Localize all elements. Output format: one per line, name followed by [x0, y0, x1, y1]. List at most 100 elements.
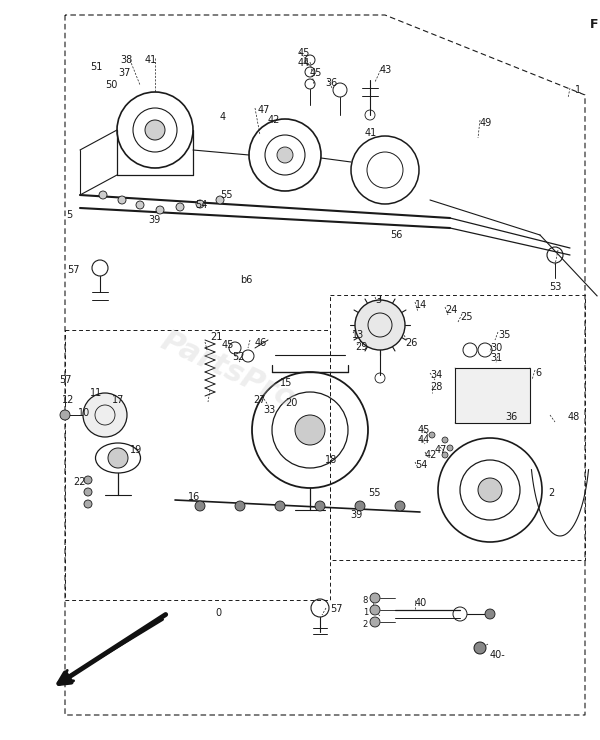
- Text: 46: 46: [255, 338, 267, 348]
- Circle shape: [275, 501, 285, 511]
- Text: 30: 30: [490, 343, 502, 353]
- Text: 19: 19: [130, 445, 142, 455]
- Circle shape: [118, 196, 126, 204]
- Text: 45: 45: [222, 340, 235, 350]
- Text: b6: b6: [240, 275, 253, 285]
- Text: 10: 10: [78, 408, 90, 418]
- Circle shape: [176, 203, 184, 211]
- Circle shape: [442, 437, 448, 443]
- Circle shape: [295, 415, 325, 445]
- Text: 42: 42: [425, 450, 437, 460]
- Text: 55: 55: [220, 190, 233, 200]
- Circle shape: [156, 206, 164, 214]
- Circle shape: [235, 501, 245, 511]
- Text: 5: 5: [66, 210, 72, 220]
- Text: 2: 2: [548, 488, 554, 498]
- Circle shape: [84, 500, 92, 508]
- Circle shape: [196, 200, 204, 208]
- Text: 3: 3: [375, 295, 381, 305]
- Text: 31: 31: [490, 353, 502, 363]
- Text: 45: 45: [418, 425, 430, 435]
- Text: 37: 37: [118, 68, 130, 78]
- Text: 13: 13: [352, 330, 364, 340]
- Text: 16: 16: [188, 492, 200, 502]
- Text: 57: 57: [59, 375, 72, 385]
- Text: 34: 34: [430, 370, 442, 380]
- Circle shape: [60, 410, 70, 420]
- Text: 8: 8: [362, 596, 368, 605]
- Text: 24: 24: [445, 305, 457, 315]
- Text: 21: 21: [210, 332, 223, 342]
- Circle shape: [395, 501, 405, 511]
- Text: 33: 33: [263, 405, 275, 415]
- Text: 4: 4: [220, 112, 226, 122]
- Circle shape: [485, 609, 495, 619]
- Circle shape: [442, 452, 448, 458]
- Text: 1: 1: [575, 85, 581, 95]
- Text: 36: 36: [325, 78, 337, 88]
- Circle shape: [108, 448, 128, 468]
- Text: 47: 47: [258, 105, 271, 115]
- Text: 48: 48: [568, 412, 580, 422]
- Text: 40-: 40-: [490, 650, 506, 660]
- Circle shape: [84, 476, 92, 484]
- Text: 49: 49: [480, 118, 492, 128]
- Text: 14: 14: [415, 300, 427, 310]
- Text: 6: 6: [535, 368, 541, 378]
- Text: 51: 51: [90, 62, 103, 72]
- Text: 25: 25: [460, 312, 473, 322]
- Circle shape: [83, 393, 127, 437]
- Text: 45: 45: [298, 48, 310, 58]
- Circle shape: [447, 445, 453, 451]
- Text: 12: 12: [62, 395, 74, 405]
- Circle shape: [370, 617, 380, 627]
- Text: 15: 15: [280, 378, 292, 388]
- Text: 11: 11: [90, 388, 102, 398]
- Text: 50: 50: [105, 80, 118, 90]
- Circle shape: [136, 201, 144, 209]
- Text: 44: 44: [418, 435, 430, 445]
- Text: 38: 38: [120, 55, 132, 65]
- Text: 29: 29: [355, 342, 367, 352]
- Text: 39: 39: [350, 510, 362, 520]
- Text: 41: 41: [145, 55, 157, 65]
- Text: 35: 35: [498, 330, 511, 340]
- Bar: [455, 368, 530, 423]
- Text: 52: 52: [232, 352, 245, 362]
- Text: 57: 57: [330, 604, 343, 614]
- Text: 0: 0: [215, 608, 221, 618]
- Circle shape: [84, 488, 92, 496]
- Circle shape: [474, 642, 486, 654]
- Text: 1: 1: [363, 608, 368, 617]
- Text: 20: 20: [285, 398, 298, 408]
- Circle shape: [355, 501, 365, 511]
- Text: 18: 18: [325, 455, 337, 465]
- Text: 56: 56: [390, 230, 403, 240]
- Text: 41: 41: [365, 128, 377, 138]
- Text: 42: 42: [268, 115, 280, 125]
- Text: PartsPro: PartsPro: [155, 326, 301, 414]
- Text: 53: 53: [549, 282, 561, 292]
- Text: 39: 39: [148, 215, 160, 225]
- Text: 54: 54: [415, 460, 427, 470]
- Circle shape: [315, 501, 325, 511]
- Text: 2: 2: [363, 620, 368, 629]
- Text: 45: 45: [310, 68, 322, 78]
- Text: 47: 47: [435, 445, 448, 455]
- Text: 54: 54: [195, 200, 208, 210]
- Text: 43: 43: [380, 65, 392, 75]
- Circle shape: [370, 605, 380, 615]
- Text: 17: 17: [112, 395, 124, 405]
- Circle shape: [99, 191, 107, 199]
- Text: F: F: [590, 18, 599, 31]
- Circle shape: [370, 593, 380, 603]
- Circle shape: [355, 300, 405, 350]
- Circle shape: [145, 120, 165, 140]
- Text: 44: 44: [298, 58, 310, 68]
- Circle shape: [195, 501, 205, 511]
- Circle shape: [277, 147, 293, 163]
- Text: 55: 55: [368, 488, 380, 498]
- Circle shape: [478, 478, 502, 502]
- Text: 57: 57: [67, 265, 80, 275]
- Text: 26: 26: [405, 338, 418, 348]
